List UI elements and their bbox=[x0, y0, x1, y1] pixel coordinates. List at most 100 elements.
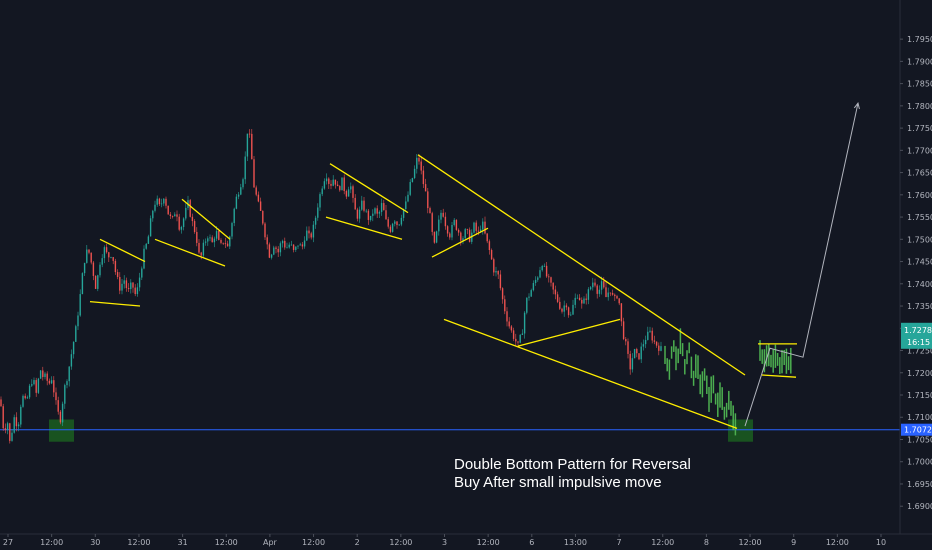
candle-body bbox=[343, 177, 345, 192]
candle-body bbox=[383, 203, 385, 211]
candle-body bbox=[105, 247, 108, 253]
candle-body bbox=[517, 341, 519, 343]
candle-body bbox=[473, 222, 475, 233]
candle-body bbox=[416, 157, 418, 169]
candle-body bbox=[75, 326, 77, 342]
candle-body bbox=[585, 298, 587, 300]
candle-body bbox=[66, 381, 68, 386]
candle-body bbox=[334, 179, 337, 185]
candle-body bbox=[138, 277, 141, 288]
price-tick-label: 1.72000 bbox=[907, 369, 932, 378]
candle-body bbox=[543, 265, 546, 267]
candle-body bbox=[99, 264, 101, 276]
candle-body bbox=[653, 340, 656, 342]
candle-body bbox=[339, 186, 341, 191]
candle-body bbox=[149, 218, 152, 237]
candle-body bbox=[501, 288, 504, 300]
candle-body bbox=[616, 296, 618, 299]
candle-body bbox=[297, 245, 299, 247]
candle-body bbox=[281, 240, 284, 244]
candle-body bbox=[325, 178, 328, 182]
candle-body bbox=[218, 231, 220, 240]
candle-body bbox=[251, 133, 253, 160]
candle-body bbox=[614, 294, 616, 297]
candle-body bbox=[286, 247, 288, 249]
candle-body bbox=[163, 198, 165, 204]
candle-body bbox=[266, 237, 268, 245]
candle-body bbox=[561, 308, 563, 312]
candle-body bbox=[246, 133, 249, 157]
candle-body bbox=[50, 380, 53, 384]
candle-body bbox=[435, 231, 438, 243]
candle-body bbox=[460, 232, 462, 241]
candle-body bbox=[130, 282, 132, 290]
candle-body bbox=[605, 287, 607, 298]
candle-body bbox=[303, 240, 306, 247]
time-tick-label: 12:00 bbox=[302, 538, 325, 547]
candle-body bbox=[418, 157, 420, 162]
candle-body bbox=[160, 203, 163, 205]
candle-body bbox=[123, 280, 125, 284]
candle-body bbox=[387, 219, 389, 227]
price-tick-label: 1.71000 bbox=[907, 413, 932, 422]
candle-body bbox=[97, 275, 99, 289]
candle-body bbox=[24, 395, 26, 399]
candle-body bbox=[312, 224, 315, 238]
candle-body bbox=[136, 287, 139, 295]
price-tick-label: 1.78000 bbox=[907, 102, 932, 111]
candle-body bbox=[134, 287, 136, 295]
candle-body bbox=[638, 353, 640, 360]
candle-body bbox=[479, 229, 482, 232]
candle-body bbox=[101, 258, 103, 265]
candle-body bbox=[317, 207, 319, 218]
candle-body bbox=[453, 219, 455, 225]
candle-body bbox=[541, 266, 543, 271]
candle-body bbox=[211, 237, 213, 243]
candle-body bbox=[178, 216, 180, 230]
candle-body bbox=[284, 240, 286, 248]
candle-body bbox=[26, 397, 29, 399]
candle-body bbox=[110, 257, 112, 258]
candle-body bbox=[515, 338, 517, 342]
candle-body bbox=[277, 248, 279, 253]
time-tick-label: 7 bbox=[617, 538, 622, 547]
candle-body bbox=[237, 194, 240, 197]
candle-body bbox=[154, 204, 156, 211]
candle-body bbox=[103, 247, 106, 259]
price-tick-label: 1.74500 bbox=[907, 258, 932, 267]
candle-body bbox=[567, 307, 570, 316]
candle-body bbox=[61, 403, 64, 423]
candle-body bbox=[367, 210, 370, 220]
candle-body bbox=[640, 346, 642, 360]
candle-body bbox=[127, 288, 130, 290]
candle-body bbox=[644, 339, 647, 345]
candle-body bbox=[244, 156, 246, 180]
candle-body bbox=[215, 231, 218, 239]
candle-body bbox=[222, 242, 224, 244]
candle-body bbox=[330, 183, 332, 186]
candle-body bbox=[431, 213, 433, 232]
candle-body bbox=[182, 218, 185, 227]
candle-body bbox=[583, 298, 585, 304]
price-tick-label: 1.75500 bbox=[907, 213, 932, 222]
candle-body bbox=[627, 341, 629, 354]
candle-body bbox=[451, 224, 453, 238]
time-tick-label: 12:00 bbox=[40, 538, 63, 547]
trendlines-group bbox=[89, 154, 797, 429]
time-tick-label: 12:00 bbox=[739, 538, 762, 547]
projection-arrow-group bbox=[744, 102, 860, 427]
candle-body bbox=[493, 259, 495, 273]
candle-body bbox=[499, 274, 502, 289]
candle-body bbox=[242, 179, 244, 188]
candle-body bbox=[207, 238, 209, 242]
candle-body bbox=[68, 366, 70, 382]
candle-body bbox=[17, 424, 20, 427]
candle-body bbox=[457, 229, 460, 233]
candle-body bbox=[295, 246, 297, 250]
candle-body bbox=[196, 231, 198, 243]
candle-body bbox=[22, 395, 24, 407]
candle-body bbox=[376, 208, 378, 214]
candle-body bbox=[270, 254, 273, 258]
candle-body bbox=[548, 276, 550, 278]
